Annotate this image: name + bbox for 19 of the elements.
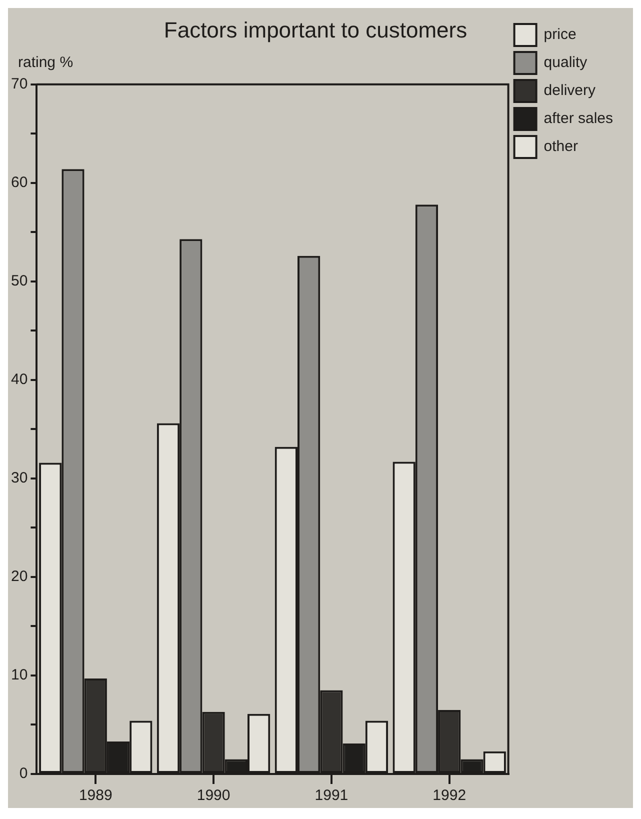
x-tick-label: 1991 [314,787,348,804]
x-tick-label: 1992 [432,787,466,804]
y-axis-title: rating % [18,54,74,72]
y-tick-label: 30 [10,470,28,487]
y-tick-label: 20 [10,568,28,586]
y-tick-label: 10 [10,666,28,684]
legend-label: other [544,138,578,156]
y-tick-label: 60 [10,174,28,192]
x-tick-label: 1990 [196,787,230,804]
y-tick-label: 40 [10,371,28,388]
legend-label: delivery [544,82,596,100]
x-tick-label: 1989 [78,787,112,804]
y-tick-label: 0 [19,765,28,782]
legend-label: quality [544,54,588,72]
y-tick-label: 70 [10,76,28,93]
legend-label: price [544,26,576,44]
y-tick-label: 50 [10,272,28,290]
legend-label: after sales [544,110,614,128]
chart-title: Factors important to customers [164,17,468,42]
